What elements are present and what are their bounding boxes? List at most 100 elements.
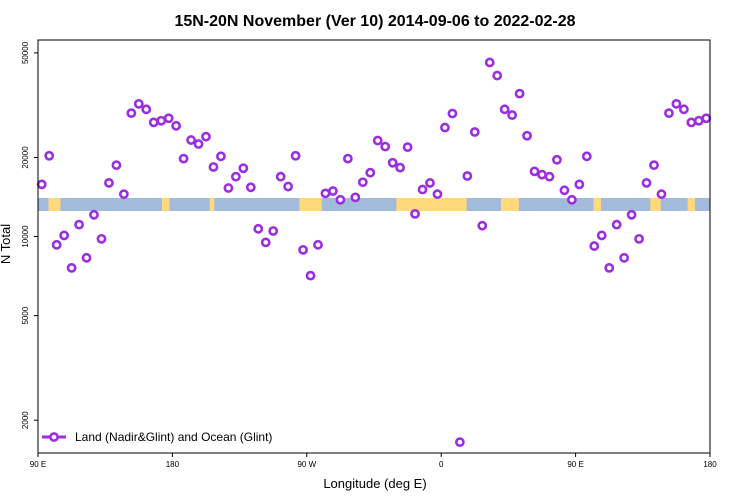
data-point — [268, 226, 279, 236]
x-tick-label: 0 — [439, 460, 444, 469]
data-point — [440, 122, 450, 133]
data-point — [126, 108, 137, 119]
data-point — [522, 130, 532, 141]
x-tick-label: 90 E — [30, 460, 46, 469]
data-point — [253, 223, 264, 234]
data-point — [462, 171, 473, 181]
data-point — [171, 120, 182, 131]
data-point — [44, 150, 55, 161]
data-point — [432, 189, 443, 200]
data-point — [81, 252, 92, 263]
data-point — [671, 98, 682, 109]
data-point — [245, 182, 256, 193]
data-point — [163, 113, 174, 124]
data-point — [574, 179, 585, 190]
data-point — [223, 183, 234, 193]
data-point — [59, 230, 70, 241]
data-point — [104, 178, 114, 188]
data-point — [74, 219, 84, 230]
data-point — [678, 104, 689, 115]
data-point — [238, 163, 249, 174]
x-tick-label: 90 E — [567, 460, 583, 469]
data-point — [552, 154, 562, 165]
land-segment — [48, 198, 61, 211]
data-point — [499, 104, 510, 115]
data-point — [380, 141, 391, 152]
axes: 90 E 180 90 W 0 90 E 180 2000 5000 10000 20000 500… — [21, 41, 717, 469]
data-point — [514, 88, 525, 99]
data-point — [305, 270, 316, 281]
data-point — [133, 98, 144, 109]
data-point — [589, 241, 600, 251]
plot-frame — [37, 39, 711, 454]
y-axis-label: N Total — [0, 224, 13, 264]
x-tick-label: 180 — [166, 460, 180, 469]
land-segment — [650, 198, 661, 211]
data-point — [387, 157, 398, 168]
y-tick-label: 20000 — [21, 146, 30, 169]
data-point — [298, 244, 308, 255]
data-point — [96, 233, 107, 244]
data-point — [156, 115, 167, 126]
data-point — [693, 115, 704, 126]
data-point — [604, 262, 615, 273]
data-point — [186, 135, 196, 145]
data-point — [626, 209, 637, 220]
chart-title: 15N-20N November (Ver 10) 2014-09-06 to … — [174, 13, 575, 30]
data-point — [260, 237, 271, 248]
data-point — [208, 162, 219, 172]
data-point — [492, 70, 503, 81]
data-point — [141, 104, 152, 115]
data-point — [201, 131, 211, 142]
data-point — [313, 239, 323, 250]
x-tick-label: 180 — [703, 460, 717, 469]
data-point — [89, 209, 99, 220]
data-point — [36, 179, 47, 190]
data-point — [619, 252, 630, 263]
data-point — [701, 113, 712, 124]
data-point — [365, 167, 376, 178]
data-point — [454, 437, 465, 448]
data-point — [581, 151, 592, 162]
data-point — [425, 178, 435, 188]
land-segment — [161, 198, 170, 211]
data-point — [559, 185, 570, 196]
data-point — [320, 188, 331, 199]
data-point — [649, 160, 659, 171]
legend: Land (Nadir&Glint) and Ocean (Glint) — [42, 430, 272, 444]
ocean-band — [38, 198, 710, 211]
data-point — [372, 135, 383, 146]
data-point — [178, 153, 189, 164]
data-point — [544, 171, 555, 182]
y-tick-label: 10000 — [21, 225, 30, 248]
data-point — [283, 181, 294, 192]
data-point — [111, 160, 122, 171]
data-point — [611, 219, 622, 230]
land-segment — [687, 198, 696, 211]
land-segment — [593, 198, 601, 211]
data-point — [328, 186, 338, 196]
data-point — [417, 184, 428, 195]
data-point — [469, 127, 480, 137]
data-point — [634, 233, 644, 244]
x-axis-label: Longitude (deg E) — [323, 476, 426, 491]
x-tick-label: 90 W — [297, 460, 316, 469]
y-tick-label: 50000 — [21, 41, 30, 64]
data-point — [66, 262, 77, 273]
data-point — [357, 177, 368, 188]
land-segment — [209, 198, 215, 211]
data-point — [51, 239, 62, 250]
data-point — [447, 108, 458, 119]
land-segment — [299, 198, 322, 211]
data-point — [507, 110, 518, 120]
legend-label: Land (Nadir&Glint) and Ocean (Glint) — [75, 430, 272, 444]
data-point — [230, 171, 241, 182]
data-point — [193, 139, 204, 149]
y-tick-label: 5000 — [21, 306, 30, 324]
land-ocean-band — [38, 198, 710, 211]
data-point — [686, 117, 697, 128]
data-point — [402, 142, 413, 153]
data-point — [537, 169, 547, 180]
data-point — [484, 57, 495, 68]
data-point — [335, 194, 346, 205]
